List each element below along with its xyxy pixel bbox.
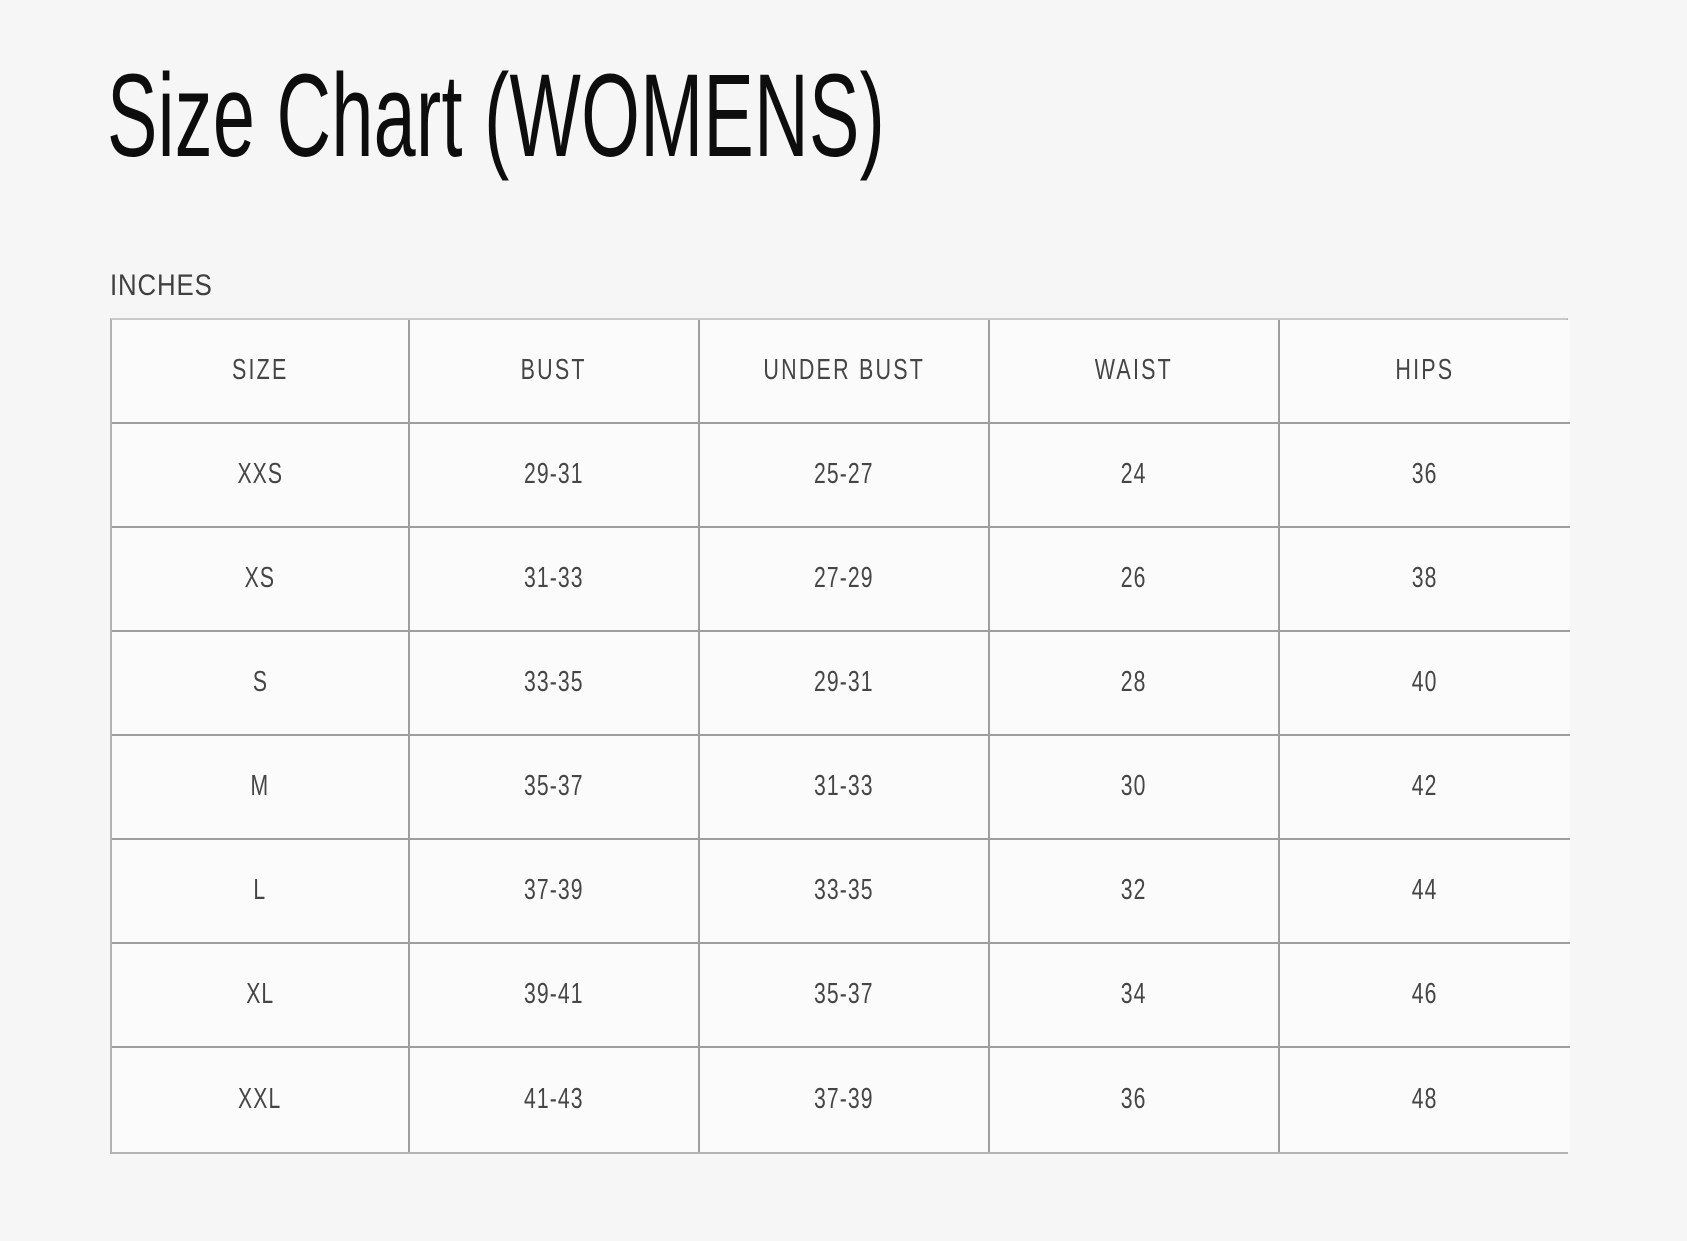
cell-hips: 42 [1280, 735, 1570, 840]
cell-waist: 24 [990, 423, 1280, 528]
cell-bust: 31-33 [410, 527, 700, 632]
col-header-under-bust: UNDER BUST [700, 319, 990, 424]
cell-waist: 36 [990, 1047, 1280, 1152]
cell-hips: 40 [1280, 631, 1570, 736]
col-header-waist-text: WAIST [1094, 354, 1174, 387]
table-row-s: S 33-35 29-31 28 40 [112, 631, 1570, 736]
cell-size: XS [112, 527, 410, 632]
cell-waist: 30 [990, 735, 1280, 840]
cell-bust: 29-31 [410, 423, 700, 528]
cell-under-bust: 35-37 [700, 943, 990, 1048]
col-header-size-text: SIZE [231, 354, 289, 387]
cell-under-bust: 25-27 [700, 423, 990, 528]
table-row-l: L 37-39 33-35 32 44 [112, 839, 1570, 944]
col-header-waist: WAIST [990, 319, 1280, 424]
cell-bust: 37-39 [410, 839, 700, 944]
cell-bust: 35-37 [410, 735, 700, 840]
unit-label-text: INCHES [110, 268, 213, 302]
cell-hips: 36 [1280, 423, 1570, 528]
cell-hips: 44 [1280, 839, 1570, 944]
cell-size: S [112, 631, 410, 736]
size-table-container: SIZE BUST UNDER BUST WAIST HIPS XXS 29-3… [110, 317, 1570, 1154]
cell-under-bust: 33-35 [700, 839, 990, 944]
header-row: SIZE BUST UNDER BUST WAIST HIPS [112, 319, 1570, 424]
cell-under-bust: 37-39 [700, 1047, 990, 1152]
table-row-xxl: XXL 41-43 37-39 36 48 [112, 1047, 1570, 1152]
cell-waist: 26 [990, 527, 1280, 632]
table-row-m: M 35-37 31-33 30 42 [112, 735, 1570, 840]
table-row-xs: XS 31-33 27-29 26 38 [112, 527, 1570, 632]
cell-waist: 32 [990, 839, 1280, 944]
cell-bust: 39-41 [410, 943, 700, 1048]
size-table: SIZE BUST UNDER BUST WAIST HIPS XXS 29-3… [112, 319, 1570, 1152]
unit-label: INCHES [110, 268, 1568, 304]
page-title: Size Chart (WOMENS) [107, 50, 1568, 182]
cell-hips: 46 [1280, 943, 1570, 1048]
cell-hips: 38 [1280, 527, 1570, 632]
page-title-text: Size Chart (WOMENS) [107, 50, 886, 182]
cell-waist: 28 [990, 631, 1280, 736]
col-header-hips: HIPS [1280, 319, 1570, 424]
table-row-xl: XL 39-41 35-37 34 46 [112, 943, 1570, 1048]
table-row-xxs: XXS 29-31 25-27 24 36 [112, 423, 1570, 528]
cell-size: M [112, 735, 410, 840]
col-header-bust-text: BUST [520, 354, 588, 387]
cell-bust: 41-43 [410, 1047, 700, 1152]
cell-waist: 34 [990, 943, 1280, 1048]
size-table-body: XXS 29-31 25-27 24 36 XS 31-33 27-29 26 … [112, 423, 1570, 1152]
cell-under-bust: 29-31 [700, 631, 990, 736]
cell-size: XL [112, 943, 410, 1048]
cell-under-bust: 31-33 [700, 735, 990, 840]
cell-size: XXL [112, 1047, 410, 1152]
cell-bust: 33-35 [410, 631, 700, 736]
size-chart-section: Size Chart (WOMENS) INCHES SIZE BUST UND… [0, 50, 1687, 1154]
col-header-under-bust-text: UNDER BUST [763, 354, 925, 387]
col-header-hips-text: HIPS [1395, 354, 1455, 387]
col-header-bust: BUST [410, 319, 700, 424]
cell-size: L [112, 839, 410, 944]
cell-under-bust: 27-29 [700, 527, 990, 632]
size-table-header: SIZE BUST UNDER BUST WAIST HIPS [112, 319, 1570, 424]
col-header-size: SIZE [112, 319, 410, 424]
cell-hips: 48 [1280, 1047, 1570, 1152]
cell-size: XXS [112, 423, 410, 528]
